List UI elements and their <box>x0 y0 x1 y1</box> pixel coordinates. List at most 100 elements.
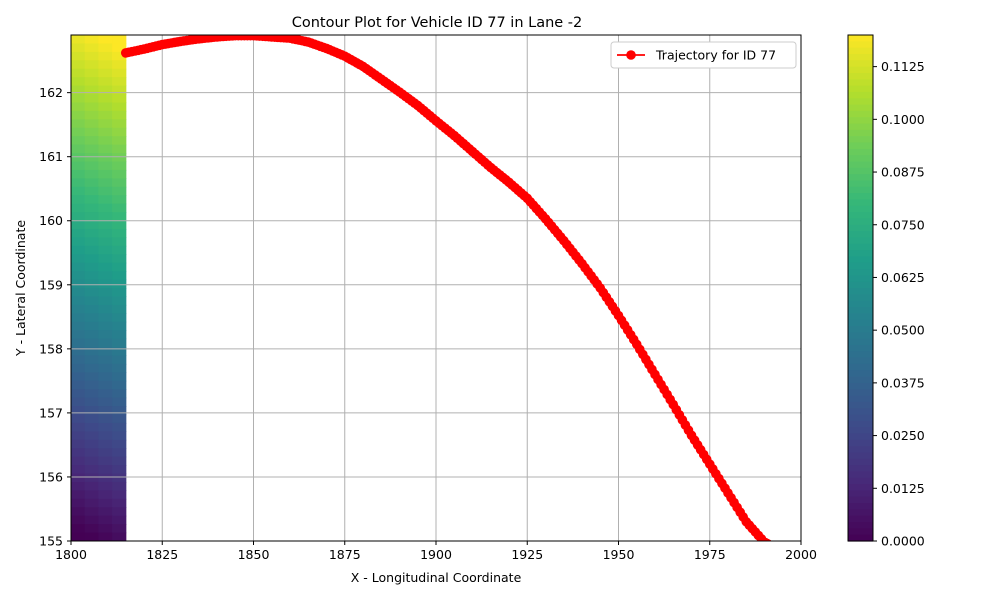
colorbar-band <box>848 212 873 220</box>
contour-band <box>84 448 99 458</box>
colorbar-band <box>848 503 873 510</box>
contour-band <box>84 85 99 95</box>
contour-band <box>71 330 86 340</box>
contour-band <box>84 203 99 213</box>
contour-band <box>98 448 113 458</box>
contour-band <box>112 144 127 154</box>
colorbar-band <box>848 180 873 188</box>
contour-band <box>98 439 113 449</box>
contour-band <box>71 153 86 163</box>
contour-band <box>98 330 113 340</box>
contour-band <box>84 271 99 281</box>
contour-band <box>112 254 127 264</box>
contour-band <box>71 127 86 137</box>
contour-band <box>112 245 127 255</box>
contour-band <box>84 431 99 441</box>
contour-band <box>112 406 127 416</box>
colorbar-band <box>848 484 873 491</box>
colorbar-band <box>848 155 873 163</box>
colorbar-band <box>848 389 873 397</box>
contour-band <box>71 397 86 407</box>
contour-band <box>71 448 86 458</box>
contour-band <box>71 85 86 95</box>
contour-band <box>84 68 99 78</box>
contour-band <box>112 313 127 323</box>
contour-band <box>98 144 113 154</box>
contour-band <box>84 228 99 238</box>
contour-band <box>71 35 86 45</box>
contour-band <box>84 77 99 87</box>
contour-band <box>98 363 113 373</box>
contour-band <box>98 203 113 213</box>
contour-band <box>71 68 86 78</box>
contour-band <box>98 321 113 331</box>
contour-band <box>98 304 113 314</box>
colorbar-band <box>848 41 873 49</box>
y-tick-label: 161 <box>39 149 63 164</box>
colorbar-band <box>848 306 873 314</box>
contour-band <box>98 507 113 517</box>
y-tick-label: 158 <box>39 341 63 356</box>
contour-band <box>98 68 113 78</box>
colorbar-band <box>848 357 873 365</box>
contour-band <box>98 51 113 61</box>
contour-fill <box>71 35 127 541</box>
contour-band <box>98 524 113 534</box>
colorbar-band <box>848 332 873 340</box>
contour-band <box>71 296 86 306</box>
colorbar-band <box>848 313 873 321</box>
contour-band <box>71 254 86 264</box>
colorbar-band <box>848 224 873 232</box>
contour-band <box>84 490 99 500</box>
colorbar-band <box>848 129 873 137</box>
contour-band <box>71 347 86 357</box>
contour-band <box>112 355 127 365</box>
colorbar-band <box>848 174 873 182</box>
contour-band <box>84 524 99 534</box>
contour-band <box>112 220 127 230</box>
contour-band <box>98 372 113 382</box>
colorbar-band <box>848 218 873 226</box>
contour-band <box>84 338 99 348</box>
colorbar-band <box>848 477 873 485</box>
contour-band <box>71 321 86 331</box>
contour-band <box>84 313 99 323</box>
contour-band <box>112 524 127 534</box>
colorbar: 0.0000 0.0125 0.0250 0.0375 0.0500 0.0625 0.07… <box>847 34 925 549</box>
contour-band <box>112 347 127 357</box>
y-axis-label: Y - Lateral Coordinate <box>13 220 28 357</box>
trajectory-series <box>120 35 772 541</box>
colorbar-band <box>848 288 873 295</box>
contour-band <box>98 153 113 163</box>
contour-band <box>71 363 86 373</box>
contour-band <box>112 35 127 45</box>
contour-band <box>112 532 127 541</box>
contour-band <box>84 169 99 179</box>
colorbar-tick-label: 0.0875 <box>881 165 925 180</box>
contour-band <box>112 169 127 179</box>
contour-band <box>112 414 127 424</box>
contour-band <box>98 237 113 247</box>
contour-band <box>71 338 86 348</box>
contour-band <box>98 355 113 365</box>
contour-band <box>112 296 127 306</box>
contour-band <box>84 330 99 340</box>
colorbar-band <box>848 110 873 118</box>
colorbar-tick-label: 0.1125 <box>881 59 925 74</box>
colorbar-band <box>848 205 873 213</box>
contour-band <box>112 43 127 53</box>
contour-band <box>98 110 113 120</box>
contour-band <box>71 60 86 70</box>
contour-band <box>71 245 86 255</box>
colorbar-band <box>848 136 873 144</box>
colorbar-band <box>848 446 873 454</box>
contour-band <box>84 481 99 491</box>
contour-band <box>98 136 113 146</box>
contour-band <box>112 262 127 272</box>
x-tick-label: 1875 <box>329 547 361 562</box>
contour-band <box>112 507 127 517</box>
contour-band <box>112 68 127 78</box>
contour-band <box>71 389 86 399</box>
contour-band <box>98 380 113 390</box>
